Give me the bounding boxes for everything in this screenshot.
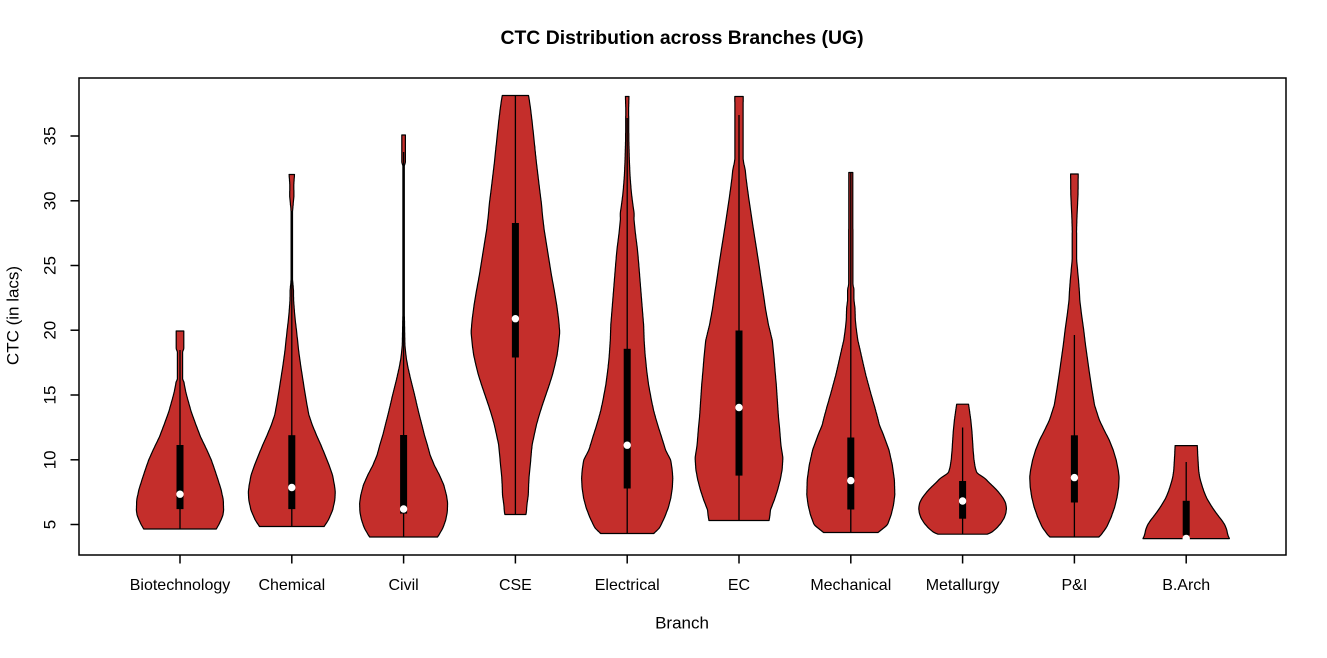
svg-text:30: 30 [41,191,60,210]
svg-text:P&I: P&I [1062,577,1088,594]
svg-text:B.Arch: B.Arch [1162,577,1210,594]
svg-text:Branch: Branch [655,614,709,633]
svg-text:Electrical: Electrical [595,577,660,594]
svg-text:CTC (in lacs): CTC (in lacs) [4,266,23,365]
svg-text:Biotechnology: Biotechnology [130,577,231,594]
svg-text:15: 15 [41,386,60,405]
svg-text:Chemical: Chemical [258,577,325,594]
svg-text:Mechanical: Mechanical [810,577,891,594]
svg-text:10: 10 [41,450,60,469]
svg-text:CTC Distribution across Branch: CTC Distribution across Branches (UG) [500,27,863,49]
svg-text:20: 20 [41,321,60,340]
svg-text:5: 5 [41,520,60,529]
svg-text:35: 35 [41,127,60,146]
svg-text:Metallurgy: Metallurgy [926,577,1000,594]
svg-text:EC: EC [728,577,750,594]
svg-text:25: 25 [41,256,60,275]
svg-text:Civil: Civil [388,577,418,594]
svg-text:CSE: CSE [499,577,532,594]
